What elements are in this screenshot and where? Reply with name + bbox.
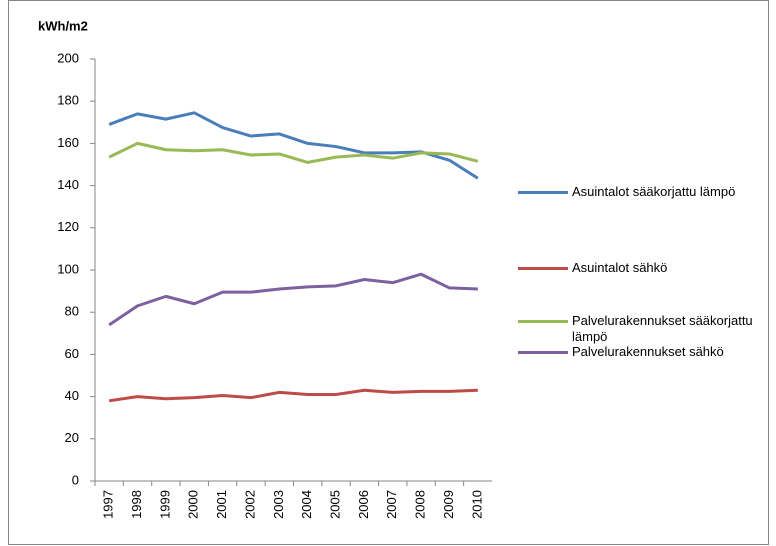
y-tick-label: 140 (57, 177, 79, 192)
y-tick-label: 20 (65, 430, 79, 445)
x-tick-label: 1997 (101, 490, 116, 519)
y-tick-label: 180 (57, 93, 79, 108)
legend-swatch (518, 191, 568, 194)
x-tick-label: 2000 (186, 490, 201, 519)
y-axis-title: kWh/m2 (38, 18, 88, 33)
x-tick-label: 2005 (327, 490, 342, 519)
legend-label: Asuintalot sähkö (572, 260, 668, 275)
y-tick-label: 100 (57, 261, 79, 276)
legend-swatch (518, 351, 568, 354)
x-tick-label: 2001 (214, 490, 229, 519)
y-tick-label: 80 (65, 304, 79, 319)
line-series (108, 111, 479, 180)
legend-label: Palvelurakennukset sähkö (572, 344, 724, 359)
x-tick-label: 2010 (469, 490, 484, 519)
y-tick-label: 160 (57, 135, 79, 150)
x-tick-label: 2008 (413, 490, 428, 519)
y-tick-label: 0 (72, 472, 79, 487)
legend-label: Palvelurakennukset sääkorjattu lämpö (572, 313, 753, 344)
x-tick-label: 2007 (384, 490, 399, 519)
line-series (108, 141, 479, 164)
y-tick-label: 60 (65, 346, 79, 361)
legend-swatch (518, 267, 568, 270)
x-tick-label: 2002 (242, 490, 257, 519)
line-series (108, 272, 478, 327)
x-tick-label: 2009 (441, 490, 456, 519)
legend-swatch (518, 320, 568, 323)
x-tick-label: 2006 (356, 490, 371, 519)
x-tick-label: 2003 (271, 490, 286, 519)
x-tick-label: 2004 (299, 490, 314, 519)
y-tick-label: 200 (57, 50, 79, 65)
x-tick-label: 1999 (157, 490, 172, 519)
y-tick-label: 120 (57, 219, 79, 234)
x-tick-label: 1998 (129, 490, 144, 519)
chart-border (8, 0, 769, 545)
y-tick-label: 40 (65, 388, 79, 403)
line-series (108, 388, 478, 403)
legend-label: Asuintalot sääkorjattu lämpö (572, 184, 736, 199)
